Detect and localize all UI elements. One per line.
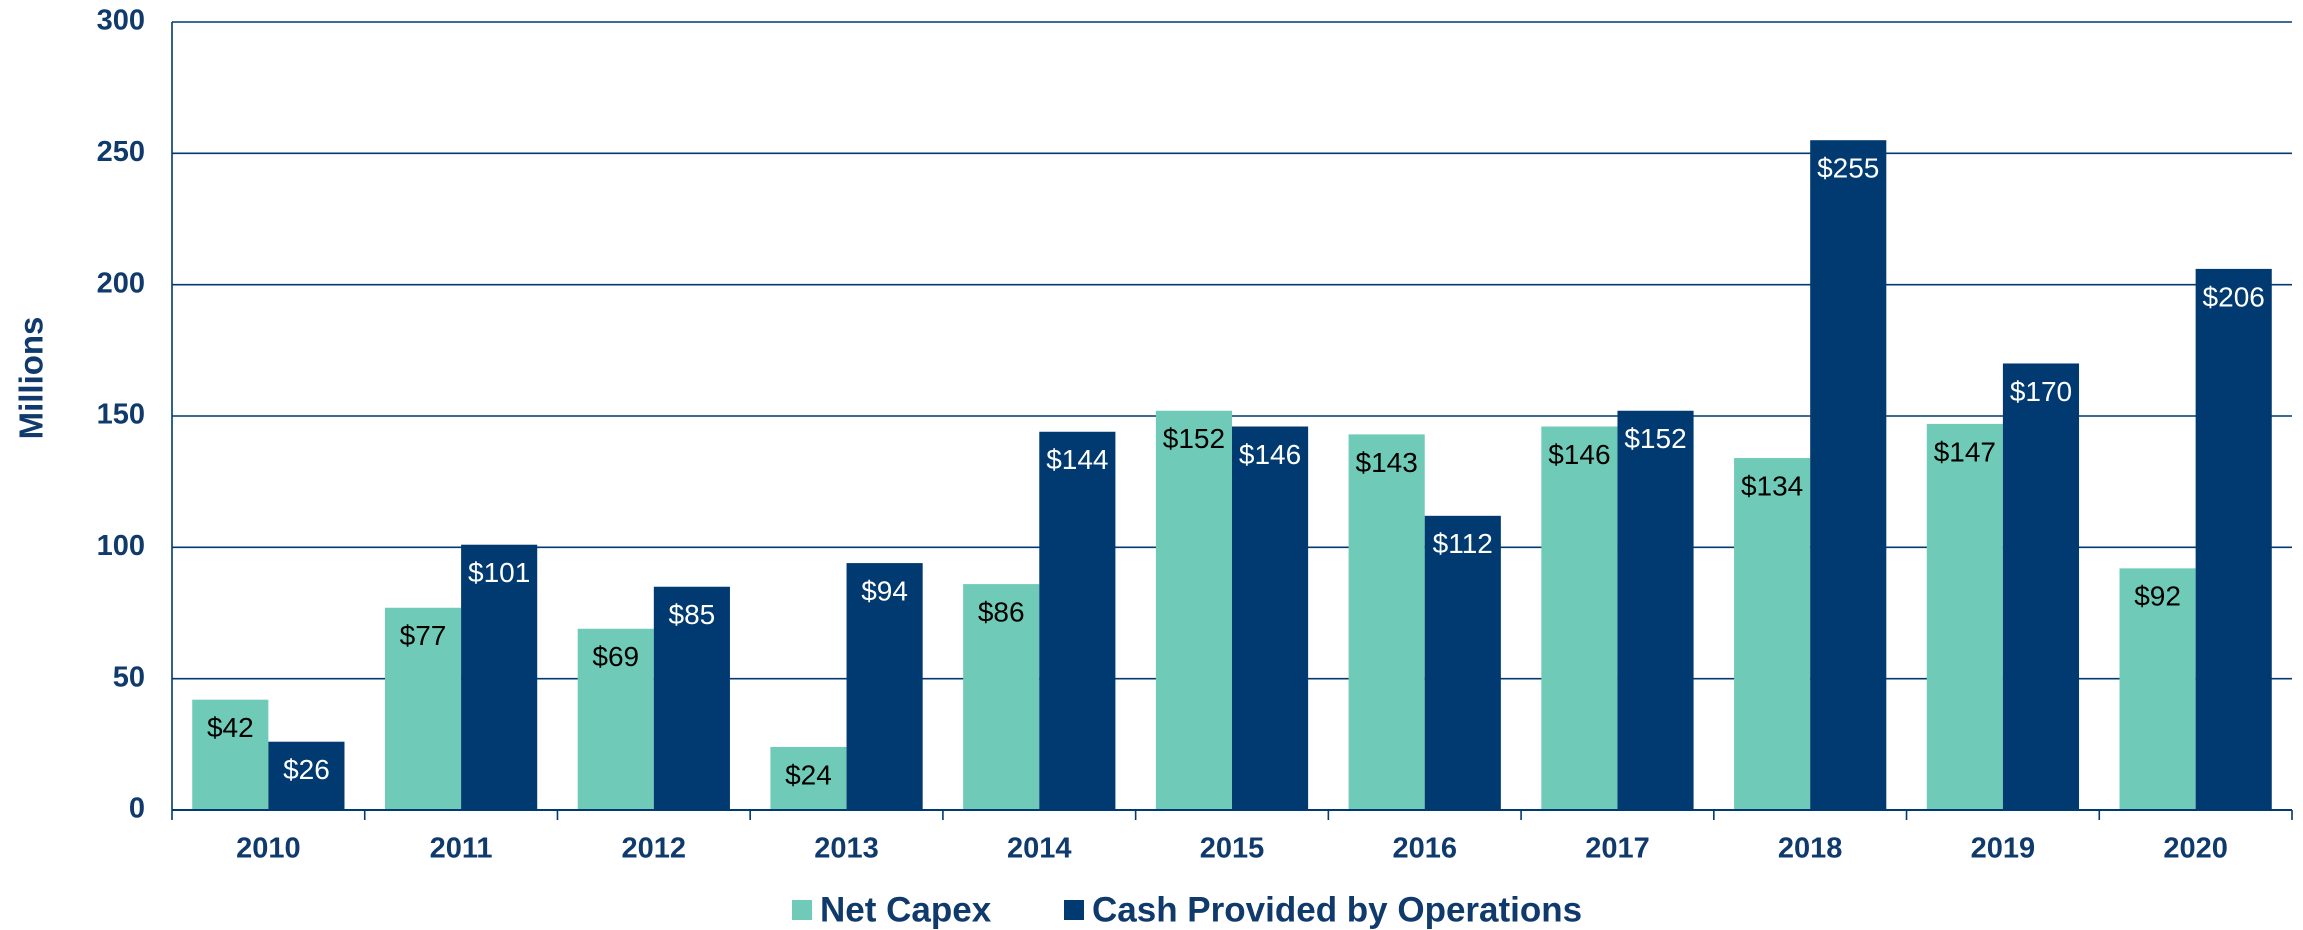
y-tick-label: 200 — [97, 267, 145, 299]
bar — [1734, 458, 1811, 810]
x-tick-label: 2015 — [1200, 833, 1265, 865]
bar — [963, 584, 1040, 810]
bar — [192, 699, 269, 810]
bar — [384, 607, 462, 810]
data-label: $85 — [669, 599, 716, 630]
x-tick-label: 2017 — [1585, 833, 1650, 865]
x-tick-label: 2013 — [814, 833, 879, 865]
data-label: $146 — [1548, 439, 1610, 470]
y-tick-label: 300 — [97, 5, 145, 37]
data-label: $170 — [2010, 376, 2072, 407]
bar — [268, 741, 345, 810]
x-tick-label: 2012 — [622, 833, 687, 865]
y-axis-title: Millions — [13, 317, 50, 440]
data-label: $92 — [2134, 581, 2181, 612]
bar — [2002, 363, 2080, 810]
y-tick-label: 100 — [97, 530, 145, 562]
data-label: $94 — [861, 575, 908, 606]
data-label: $152 — [1624, 423, 1686, 454]
bar — [1424, 515, 1501, 810]
legend-label: Cash Provided by Operations — [1092, 890, 1582, 929]
bar — [846, 563, 923, 810]
x-tick-label: 2020 — [2163, 833, 2228, 865]
bar — [2195, 268, 2272, 810]
bar — [653, 586, 730, 810]
bar — [1541, 426, 1618, 810]
x-tick-label: 2016 — [1392, 833, 1457, 865]
data-label: $77 — [400, 620, 447, 651]
data-label: $152 — [1163, 423, 1225, 454]
data-label: $255 — [1817, 153, 1879, 184]
data-label: $26 — [283, 754, 330, 785]
y-tick-label: 150 — [97, 399, 145, 431]
data-label: $134 — [1741, 470, 1803, 501]
legend-swatch — [792, 900, 812, 920]
bar — [1232, 426, 1309, 810]
bar — [461, 544, 538, 810]
y-tick-label: 50 — [113, 661, 145, 693]
bar — [1926, 423, 2003, 810]
data-label: $206 — [2203, 281, 2265, 312]
x-tick-label: 2010 — [236, 833, 301, 865]
data-label: $112 — [1433, 528, 1493, 559]
bar — [577, 628, 654, 810]
bar — [770, 746, 847, 810]
data-label: $147 — [1934, 436, 1996, 467]
x-tick-label: 2019 — [1971, 833, 2036, 865]
data-label: $144 — [1046, 444, 1108, 475]
bar — [1348, 434, 1425, 810]
data-label: $143 — [1356, 447, 1418, 478]
x-tick-label: 2018 — [1778, 833, 1843, 865]
data-label: $69 — [592, 641, 639, 672]
bar — [1155, 410, 1232, 810]
legend-swatch — [1064, 900, 1084, 920]
y-tick-label: 0 — [129, 793, 145, 825]
bar — [1810, 140, 1887, 810]
x-tick-label: 2014 — [1007, 833, 1072, 865]
legend-label: Net Capex — [820, 890, 992, 929]
data-label: $86 — [978, 596, 1025, 627]
data-label: $24 — [785, 759, 832, 790]
bar — [1617, 410, 1694, 810]
x-tick-label: 2011 — [430, 833, 493, 865]
bar — [1039, 431, 1116, 810]
data-label: $101 — [468, 557, 530, 588]
data-label: $146 — [1239, 439, 1301, 470]
y-tick-label: 250 — [97, 136, 145, 168]
data-label: $42 — [207, 712, 254, 743]
bar — [2119, 568, 2196, 810]
